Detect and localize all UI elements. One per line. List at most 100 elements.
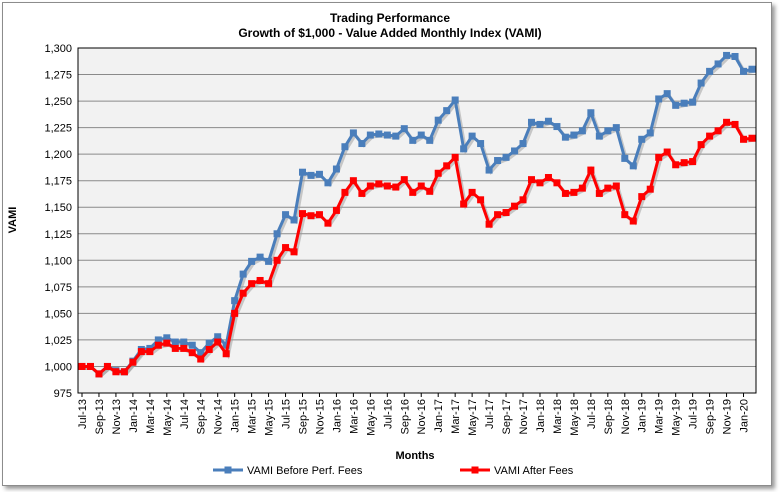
data-point <box>248 257 256 265</box>
data-point <box>248 280 256 288</box>
y-axis-label: VAMI <box>7 207 19 234</box>
legend-marker <box>224 466 232 474</box>
data-point <box>341 143 349 151</box>
data-point <box>409 136 417 144</box>
y-tick-label: 1,275 <box>44 70 72 82</box>
data-point <box>697 79 705 87</box>
data-point <box>451 96 459 104</box>
data-point <box>578 127 586 135</box>
data-point <box>544 117 552 125</box>
legend-label: VAMI After Fees <box>494 465 574 477</box>
data-point <box>578 184 586 192</box>
data-point <box>358 189 366 197</box>
data-point <box>680 159 688 167</box>
y-tick-label: 975 <box>54 388 72 400</box>
y-tick-label: 1,225 <box>44 123 72 135</box>
x-tick-label: Jan-19 <box>637 399 649 433</box>
data-point <box>239 270 247 278</box>
data-point <box>451 153 459 161</box>
x-tick-label: Jul-19 <box>688 399 700 429</box>
data-point <box>443 162 451 170</box>
data-point <box>383 131 391 139</box>
legend: VAMI Before Perf. Fees VAMI After Fees <box>213 465 574 477</box>
data-point <box>290 248 298 256</box>
data-point <box>239 289 247 297</box>
x-tick-label: Nov-19 <box>722 399 734 434</box>
x-tick-label: Nov-14 <box>213 399 225 434</box>
x-tick-label: Sep-17 <box>501 399 513 434</box>
data-point <box>231 297 239 305</box>
data-point <box>672 101 680 109</box>
data-point <box>655 153 663 161</box>
y-tick-label: 1,200 <box>44 149 72 161</box>
data-point <box>561 133 569 141</box>
data-point <box>180 344 188 352</box>
x-axis-label: Months <box>395 450 434 462</box>
x-tick-label: May-15 <box>264 399 276 436</box>
x-tick-label: Nov-15 <box>314 399 326 434</box>
data-point <box>477 196 485 204</box>
data-point <box>553 123 561 131</box>
data-point <box>392 183 400 191</box>
data-point <box>214 338 222 346</box>
data-point <box>154 341 162 349</box>
data-point <box>587 109 595 117</box>
x-tick-label: Mar-18 <box>552 399 564 434</box>
data-point <box>689 158 697 166</box>
data-point <box>265 280 273 288</box>
data-point <box>256 276 264 284</box>
data-point <box>103 362 111 370</box>
y-tick-label: 1,175 <box>44 176 72 188</box>
data-point <box>663 90 671 98</box>
data-point <box>638 135 646 143</box>
x-tick-label: Mar-17 <box>450 399 462 434</box>
y-tick-label: 1,025 <box>44 335 72 347</box>
y-tick-label: 1,000 <box>44 361 72 373</box>
data-point <box>706 132 714 140</box>
x-tick-label: Sep-14 <box>196 399 208 434</box>
y-tick-label: 1,125 <box>44 229 72 241</box>
legend-label: VAMI Before Perf. Fees <box>247 465 363 477</box>
data-point <box>434 169 442 177</box>
data-point <box>502 209 510 217</box>
data-point <box>680 99 688 107</box>
data-point <box>502 153 510 161</box>
data-point <box>706 67 714 75</box>
data-point <box>536 120 544 128</box>
data-point <box>409 188 417 196</box>
x-tick-label: May-17 <box>467 399 479 436</box>
data-point <box>222 341 230 349</box>
data-point <box>205 339 213 347</box>
data-point <box>290 216 298 224</box>
y-tick-label: 1,250 <box>44 96 72 108</box>
y-tick-label: 1,075 <box>44 282 72 294</box>
data-point <box>375 180 383 188</box>
data-point <box>612 124 620 132</box>
data-point <box>417 182 425 190</box>
x-tick-label: Sep-15 <box>298 399 310 434</box>
data-point <box>205 345 213 353</box>
data-point <box>146 348 154 356</box>
x-tick-label: Mar-16 <box>348 399 360 434</box>
data-point <box>731 52 739 60</box>
data-point <box>171 344 179 352</box>
x-tick-label: Sep-18 <box>603 399 615 434</box>
data-point <box>332 206 340 214</box>
data-point <box>341 188 349 196</box>
data-point <box>426 187 434 195</box>
data-point <box>137 348 145 356</box>
data-point <box>740 67 748 75</box>
data-point <box>358 140 366 148</box>
data-point <box>299 168 307 176</box>
x-tick-label: Jan-15 <box>230 399 242 433</box>
data-point <box>672 161 680 169</box>
data-point <box>638 193 646 201</box>
data-point <box>494 157 502 165</box>
data-point <box>307 171 315 179</box>
data-point <box>612 182 620 190</box>
data-point <box>587 166 595 174</box>
data-point <box>527 118 535 126</box>
x-tick-label: May-16 <box>365 399 377 436</box>
x-tick-label: Jan-17 <box>433 399 445 433</box>
data-point <box>78 362 86 370</box>
